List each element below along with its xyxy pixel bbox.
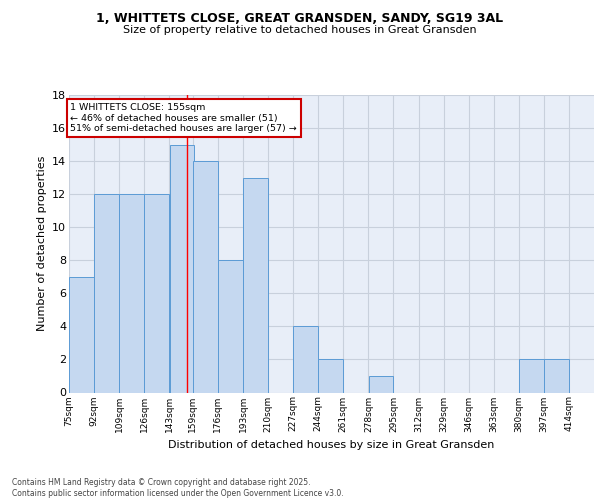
Bar — [69, 277, 94, 392]
Bar — [293, 326, 318, 392]
Bar — [218, 260, 243, 392]
Text: 1, WHITTETS CLOSE, GREAT GRANSDEN, SANDY, SG19 3AL: 1, WHITTETS CLOSE, GREAT GRANSDEN, SANDY… — [97, 12, 503, 26]
Bar — [145, 194, 169, 392]
Bar — [519, 360, 544, 392]
Text: 1 WHITTETS CLOSE: 155sqm
← 46% of detached houses are smaller (51)
51% of semi-d: 1 WHITTETS CLOSE: 155sqm ← 46% of detach… — [70, 104, 297, 133]
Y-axis label: Number of detached properties: Number of detached properties — [37, 156, 47, 332]
Bar — [94, 194, 119, 392]
Bar — [544, 360, 569, 392]
Bar — [170, 144, 194, 392]
X-axis label: Distribution of detached houses by size in Great Gransden: Distribution of detached houses by size … — [169, 440, 494, 450]
Bar — [243, 178, 268, 392]
Text: Contains HM Land Registry data © Crown copyright and database right 2025.
Contai: Contains HM Land Registry data © Crown c… — [12, 478, 344, 498]
Text: Size of property relative to detached houses in Great Gransden: Size of property relative to detached ho… — [123, 25, 477, 35]
Bar — [368, 376, 393, 392]
Bar — [319, 360, 343, 392]
Bar — [119, 194, 144, 392]
Bar — [193, 161, 218, 392]
